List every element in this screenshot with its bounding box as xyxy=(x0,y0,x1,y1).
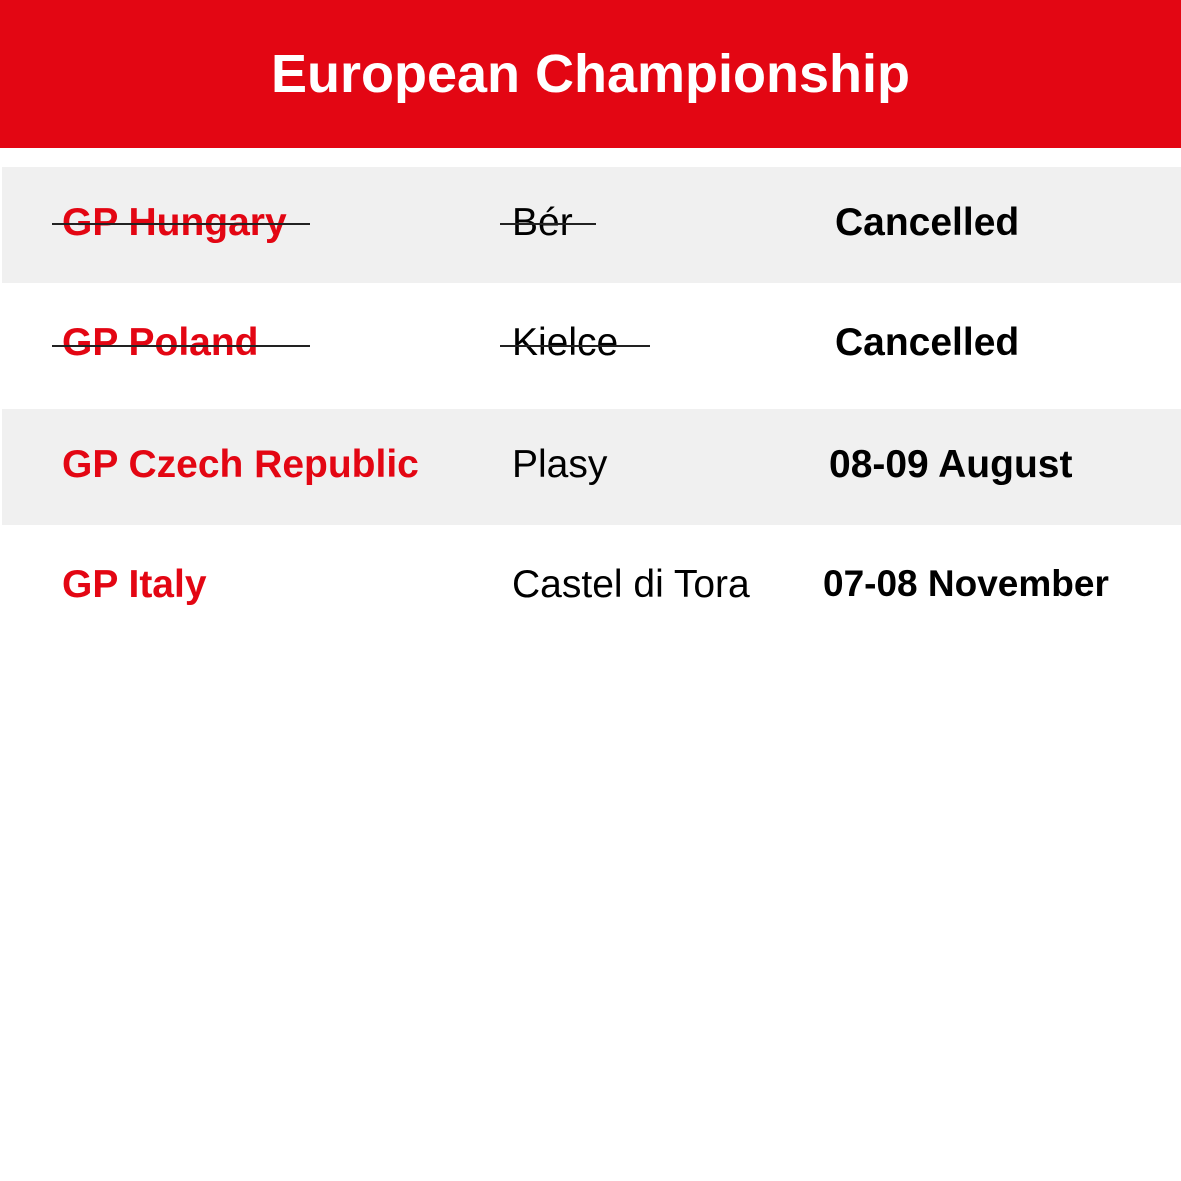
event-date: 08-09 August xyxy=(829,443,1073,486)
event-name: GP Poland xyxy=(62,321,259,364)
event-location: Bér xyxy=(512,201,573,244)
header-banner: European Championship xyxy=(0,0,1181,148)
event-date: Cancelled xyxy=(835,321,1020,364)
strikethrough-line xyxy=(52,223,310,225)
event-name: GP Hungary xyxy=(62,201,287,244)
page-title: European Championship xyxy=(270,44,911,104)
event-location: Kielce xyxy=(512,321,619,364)
event-date: Cancelled xyxy=(835,201,1020,244)
event-location: Castel di Tora xyxy=(512,563,750,606)
event-row: GP Czech Republic Plasy 08-09 August xyxy=(2,409,1181,525)
event-row: GP Italy Castel di Tora 07-08 November xyxy=(2,525,1181,641)
strikethrough-line xyxy=(500,345,650,347)
event-name: GP Italy xyxy=(62,563,207,606)
event-row: GP Hungary Bér Cancelled xyxy=(2,167,1181,283)
strikethrough-line xyxy=(500,223,596,225)
event-location: Plasy xyxy=(512,443,608,486)
strikethrough-line xyxy=(52,345,310,347)
event-date: 07-08 November xyxy=(823,563,1109,604)
event-name: GP Czech Republic xyxy=(62,443,419,486)
event-row: GP Poland Kielce Cancelled xyxy=(2,283,1181,409)
